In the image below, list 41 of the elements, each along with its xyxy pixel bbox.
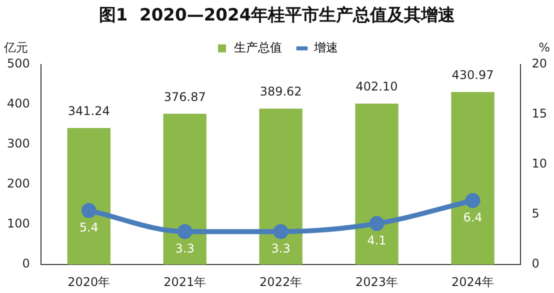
y-tick-label: 400 [7,96,30,111]
y-tick-label: 100 [7,216,30,231]
y-tick-label: 0 [22,256,30,271]
x-tick-label: 2023年 [356,274,398,289]
data-label: 341.24 [68,104,110,118]
bar [259,108,302,265]
x-tick-label: 2024年 [451,274,494,289]
data-label: 376.87 [164,90,206,104]
data-label: 402.10 [356,80,398,94]
y2-axis-title: % [538,40,550,55]
data-label: 430.97 [452,68,494,82]
chart-title: 图1 2020—2024年桂平市生产总值及其增速 [98,6,456,26]
x-tick-label: 2021年 [164,274,206,289]
y2-tick-label: 5 [532,206,540,221]
data-label: 3.3 [271,242,290,256]
legend-label: 生产总值 [234,40,282,55]
bar [163,114,206,265]
y-tick-label: 200 [7,176,30,191]
y2-tick-label: 20 [532,56,548,71]
bar [67,128,110,265]
point [465,193,480,208]
data-label: 5.4 [79,220,98,235]
bar [355,104,398,265]
point [177,224,192,240]
y-tick-label: 300 [7,136,30,151]
x-tick-label: 2022年 [260,274,302,289]
point [369,216,384,232]
data-label: 389.62 [260,84,302,99]
data-label: 6.4 [463,210,482,225]
y2-tick-label: 0 [532,256,540,271]
point [273,224,288,240]
x-tick-label: 2020年 [68,274,110,289]
y-tick-label: 500 [7,56,30,71]
y2-tick-label: 15 [532,106,548,121]
y2-tick-label: 10 [532,156,548,171]
bar [451,92,494,265]
y-axis-title: 亿元 [3,40,28,55]
legend-label: 增速 [313,40,338,55]
data-label: 4.1 [367,234,386,248]
data-label: 3.3 [175,242,194,256]
point [81,203,96,218]
